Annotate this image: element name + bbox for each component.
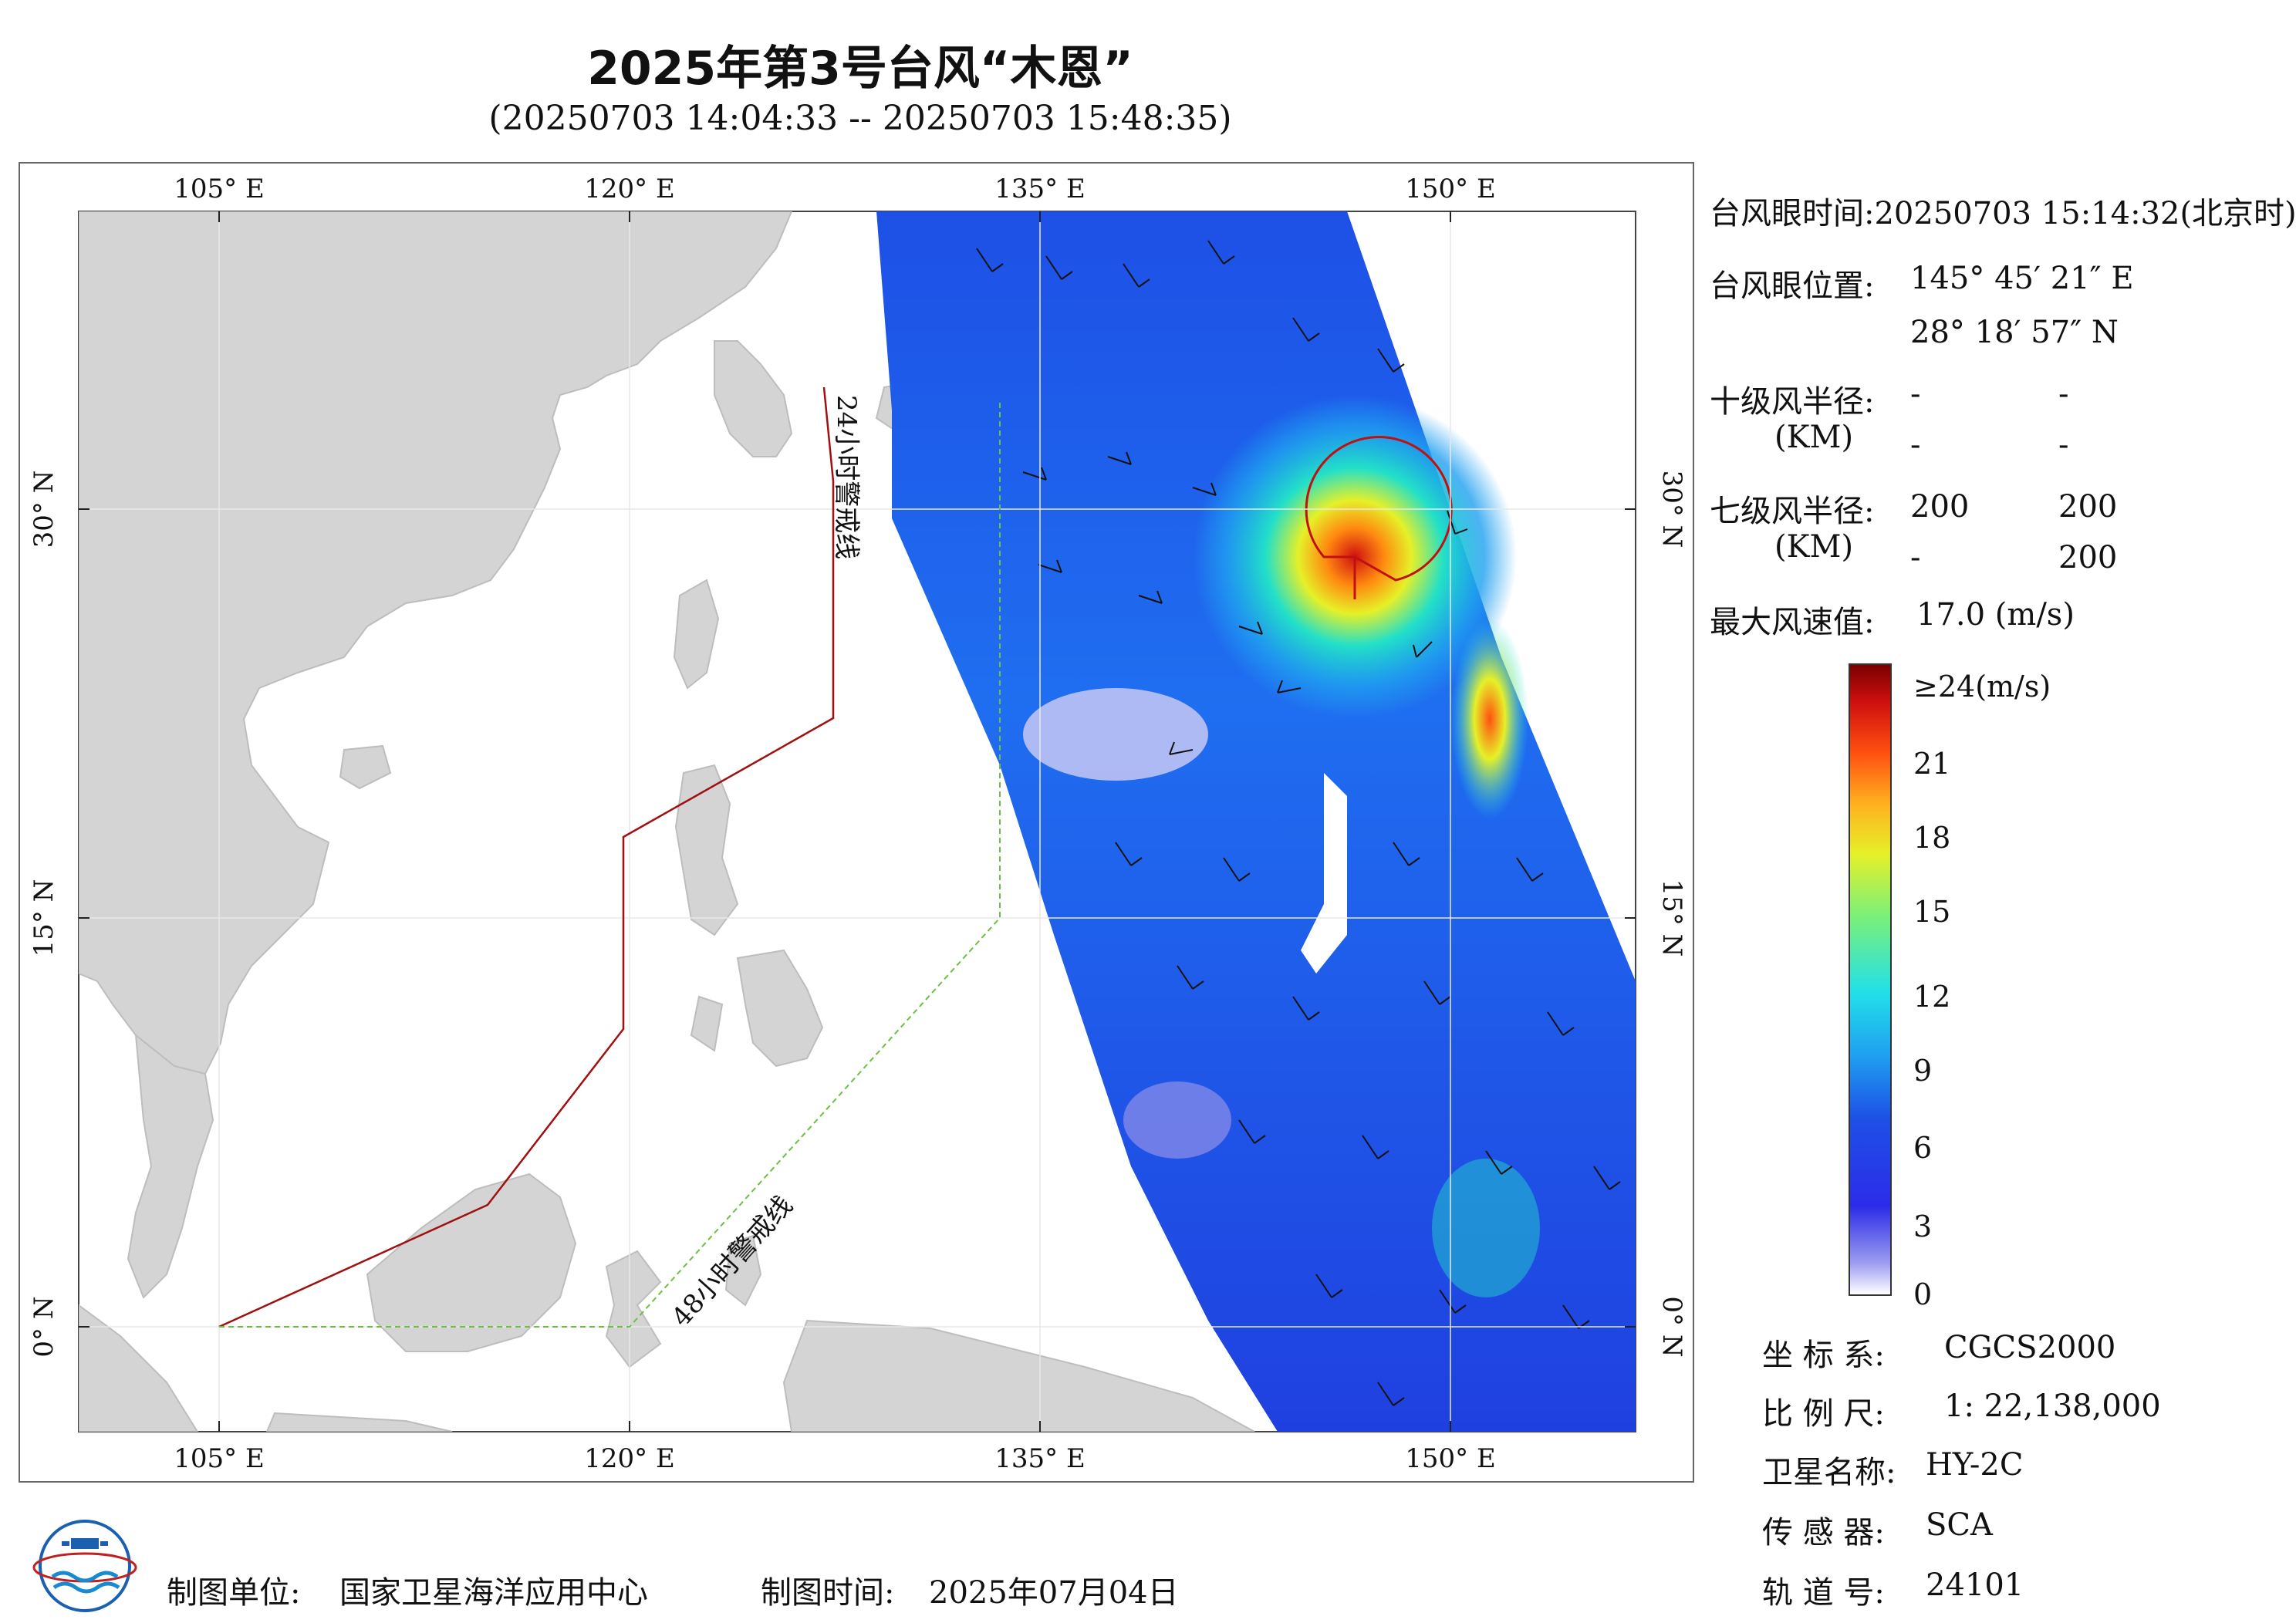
- colorbar-label: 3: [1913, 1210, 1933, 1243]
- unit-value: 国家卫星海洋应用中心: [339, 1575, 648, 1611]
- r7-value: 200: [2058, 540, 2118, 575]
- r7-unit: (KM): [1774, 529, 1854, 565]
- lon-tick-bottom: 150° E: [1405, 1443, 1496, 1474]
- orbit-label: 轨 道 号:: [1762, 1575, 1885, 1611]
- eye-time-value: 20250703 15:14:32(北京时): [1874, 196, 2296, 231]
- r7-value: 200: [1910, 489, 1970, 525]
- orbit-value: 24101: [1926, 1567, 2024, 1603]
- wind-radius-7: [1305, 436, 1453, 582]
- max-wind-value: 17.0 (m/s): [1916, 597, 2075, 633]
- sensor-label: 传 感 器:: [1762, 1515, 1885, 1550]
- lat-tick-right: 15° N: [1656, 879, 1687, 957]
- colorbar-label: 12: [1913, 980, 1951, 1014]
- satellite-value: HY-2C: [1926, 1447, 2024, 1483]
- r7-value: -: [1910, 540, 1921, 575]
- colorbar-label: 6: [1913, 1131, 1933, 1165]
- colorbar-label: 18: [1913, 821, 1951, 855]
- unit-label: 制图单位:: [167, 1575, 301, 1611]
- lon-tick-top: 105° E: [174, 174, 265, 204]
- lon-tick-top: 150° E: [1405, 174, 1496, 204]
- lat-tick-right: 0° N: [1656, 1296, 1687, 1357]
- colorbar-label: ≥24(m/s): [1913, 670, 2051, 704]
- map-title: 2025年第3号台风“木恩”: [587, 42, 1133, 96]
- map-frame: 24小时警戒线 48小时警戒线 105° E 120° E 135° E 150…: [19, 162, 1694, 1483]
- sensor-value: SCA: [1926, 1507, 1993, 1543]
- r10-label: 十级风半径:: [1710, 384, 1875, 420]
- r10-value: -: [1910, 427, 1921, 463]
- max-wind-label: 最大风速值:: [1710, 605, 1875, 640]
- colorbar-label: 21: [1913, 747, 1951, 781]
- crs-value: CGCS2000: [1944, 1330, 2116, 1365]
- eye-time: 台风眼时间:20250703 15:14:32(北京时): [1710, 188, 2296, 233]
- eye-lat: 28° 18′ 57″ N: [1910, 315, 2119, 350]
- lon-tick-top: 135° E: [994, 174, 1086, 204]
- r7-value: 200: [2058, 489, 2118, 525]
- lon-tick-bottom: 120° E: [584, 1443, 675, 1474]
- warning-line-48h: [219, 399, 1001, 1328]
- graticule: [79, 211, 1636, 1432]
- eye-pos-label: 台风眼位置:: [1710, 268, 1875, 304]
- lat-tick-right: 30° N: [1656, 471, 1687, 548]
- r10-value: -: [2058, 376, 2069, 412]
- r10-value: -: [2058, 427, 2069, 463]
- lat-tick-left: 0° N: [29, 1296, 59, 1357]
- crs-label: 坐 标 系:: [1762, 1338, 1885, 1373]
- colorbar-label: 15: [1913, 895, 1951, 929]
- scale-value: 1: 22,138,000: [1944, 1388, 2161, 1424]
- eye-time-label: 台风眼时间:: [1710, 196, 1875, 231]
- lon-tick-bottom: 135° E: [994, 1443, 1086, 1474]
- nsoas-logo: [32, 1520, 137, 1612]
- lon-tick-bottom: 105° E: [174, 1443, 265, 1474]
- eye-lon: 145° 45′ 21″ E: [1910, 261, 2134, 296]
- warning-line-24h: [218, 386, 835, 1328]
- colorbar-label: 0: [1913, 1277, 1933, 1311]
- warning-24h-label: 24小时警戒线: [831, 395, 862, 559]
- wind-speed-colorbar: [1849, 663, 1892, 1296]
- wind-barbs: [976, 240, 1621, 1406]
- date-value: 2025年07月04日: [929, 1575, 1179, 1611]
- r10-value: -: [1910, 376, 1921, 412]
- colorbar-label: 9: [1913, 1054, 1933, 1088]
- scale-label: 比 例 尺:: [1762, 1396, 1885, 1432]
- lat-tick-left: 30° N: [29, 471, 59, 548]
- lat-tick-left: 15° N: [29, 879, 59, 957]
- map-subtitle: (20250703 14:04:33 -- 20250703 15:48:35): [488, 99, 1232, 138]
- wind-map: 24小时警戒线 48小时警戒线 105° E 120° E 135° E 150…: [29, 174, 1687, 1474]
- r10-unit: (KM): [1774, 420, 1854, 455]
- r7-label: 七级风半径:: [1710, 494, 1875, 529]
- lon-tick-top: 120° E: [584, 174, 675, 204]
- satellite-label: 卫星名称:: [1762, 1455, 1896, 1490]
- date-label: 制图时间:: [761, 1575, 895, 1611]
